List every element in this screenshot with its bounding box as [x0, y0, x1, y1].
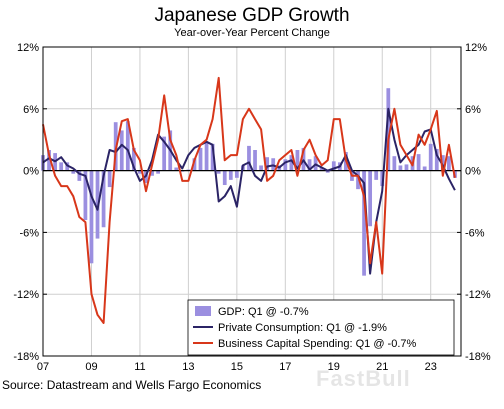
watermark-logo: FastBull — [316, 366, 411, 391]
gdp-bar — [386, 88, 391, 171]
gdp-bar — [222, 170, 227, 186]
gdp-bar — [392, 156, 397, 171]
gdp-bar — [59, 162, 64, 171]
gdp-bar — [47, 150, 51, 171]
x-tick-label: 17 — [279, 361, 291, 373]
gdp-bar — [331, 161, 336, 171]
gdp-bar — [234, 170, 239, 178]
gdp-bar — [247, 145, 251, 171]
chart-title: Japanese GDP Growth — [154, 5, 350, 26]
gdp-bar — [325, 170, 330, 173]
legend-swatch-gdp — [195, 306, 211, 316]
y-tick-label-left: 6% — [23, 104, 39, 116]
gdp-bar — [404, 164, 409, 171]
consumption-line — [42, 107, 456, 275]
x-tick-label: 07 — [37, 361, 49, 373]
x-tick-label: 15 — [231, 361, 243, 373]
capex-line — [42, 76, 456, 324]
gdp-bar — [107, 170, 112, 188]
gdp-bar — [289, 155, 294, 171]
gdp-bar — [295, 150, 300, 171]
x-axis: 07 09 11 13 15 17 19 21 23 — [37, 361, 437, 373]
gdp-bar — [162, 136, 167, 171]
plot-frame — [42, 46, 462, 357]
legend-label: Business Capital Spending: Q1 @ -0.7% — [218, 338, 416, 350]
gdp-bar — [301, 147, 306, 171]
series-lines — [42, 76, 456, 324]
gdp-bar — [440, 155, 445, 171]
gdp-bar — [198, 147, 203, 171]
x-tick-label: 23 — [425, 361, 437, 373]
gdp-bar — [416, 154, 421, 171]
gdp-bar — [204, 141, 209, 171]
legend: GDP: Q1 @ -0.7% Private Consumption: Q1 @… — [187, 299, 455, 356]
gdp-bar — [313, 156, 318, 171]
gdp-bar — [210, 143, 215, 171]
gdp-bar — [356, 170, 360, 190]
gdp-bar — [71, 170, 76, 174]
gdp-bar — [150, 170, 154, 176]
y-tick-label-right: 6% — [465, 104, 481, 116]
source-note: Source: Datastream and Wells Fargo Econo… — [2, 378, 262, 392]
legend-label: GDP: Q1 @ -0.7% — [218, 306, 309, 318]
y-tick-label-right: 0% — [465, 166, 481, 178]
gdp-bar — [398, 165, 403, 171]
gdp-bar — [368, 170, 373, 227]
y-tick-label-right: -18% — [465, 351, 491, 363]
y-tick-label-left: 12% — [17, 42, 39, 54]
gdp-bar — [119, 130, 124, 171]
gdp-bar — [319, 167, 324, 171]
gdp-bar — [362, 170, 366, 276]
y-tick-label-left: 0% — [23, 166, 39, 178]
gdp-bar — [307, 159, 312, 171]
x-tick-label: 19 — [328, 361, 340, 373]
gdp-bar — [174, 167, 179, 171]
gdp-bar — [283, 159, 288, 171]
gdp-bar — [228, 170, 233, 180]
x-tick-label: 09 — [85, 361, 97, 373]
y-tick-label-left: -12% — [13, 289, 39, 301]
gdp-bar — [89, 170, 94, 264]
gdp-bar — [77, 170, 82, 181]
plot-border — [42, 46, 462, 357]
gdp-bar — [253, 150, 257, 171]
y-axis-left: 12% 6% 0% -6% -12% -18% — [13, 42, 39, 363]
gdp-bar — [374, 170, 379, 180]
gdp-bar — [192, 158, 197, 171]
gdp-bar — [131, 147, 136, 171]
y-tick-label-left: -18% — [13, 351, 39, 363]
x-tick-label: 21 — [376, 361, 388, 373]
gdp-bar — [422, 166, 427, 171]
legend-box — [187, 299, 455, 356]
y-tick-label-right: -12% — [465, 289, 491, 301]
gdp-bar — [83, 170, 88, 221]
gdp-bar — [428, 143, 433, 171]
chart-subtitle: Year-over-Year Percent Change — [174, 27, 330, 39]
gdp-bar — [125, 121, 130, 171]
gdp-bar — [101, 170, 106, 228]
gdp-bar — [434, 148, 439, 171]
x-tick-label: 11 — [134, 361, 145, 373]
y-tick-label-left: -6% — [19, 227, 39, 239]
gdp-bar — [138, 170, 142, 174]
y-axis-right: 12% 6% 0% -6% -12% -18% — [465, 42, 491, 363]
gdp-bar — [156, 170, 160, 174]
legend-label: Private Consumption: Q1 @ -1.9% — [218, 322, 387, 334]
gdp-bar — [265, 157, 270, 171]
gdp-bar — [216, 170, 221, 174]
gdp-bar — [259, 165, 263, 171]
y-tick-label-right: 12% — [465, 42, 487, 54]
x-tick-label: 13 — [182, 361, 194, 373]
gdp-bar — [447, 156, 451, 171]
y-tick-label-right: -6% — [465, 227, 485, 239]
